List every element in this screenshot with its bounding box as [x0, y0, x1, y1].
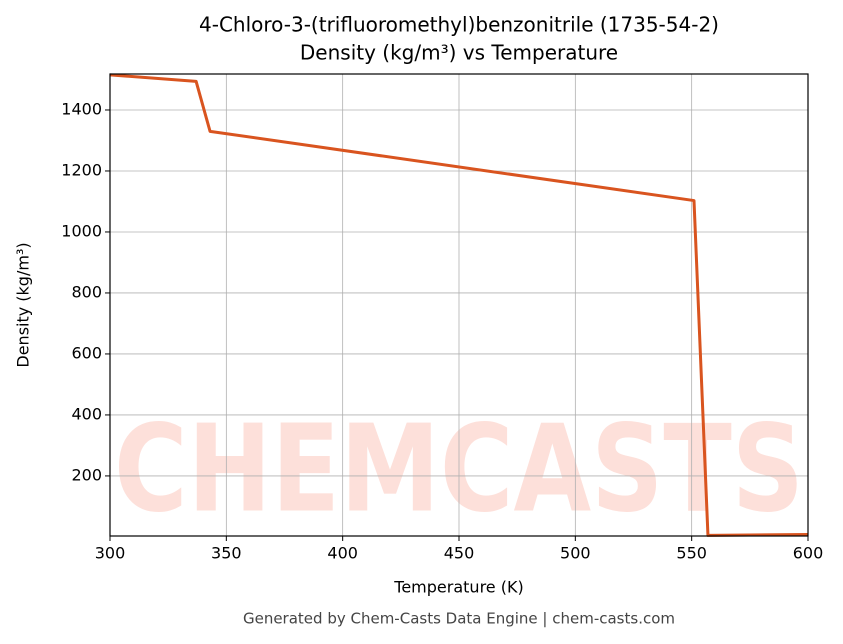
x-tick-label: 400: [327, 544, 358, 563]
y-tick-label: 1200: [61, 160, 102, 179]
x-axis-label: Temperature (K): [393, 578, 523, 597]
y-axis-label: Density (kg/m³): [14, 242, 33, 367]
x-tick-label: 350: [211, 544, 242, 563]
y-tick-label: 1000: [61, 221, 102, 240]
x-tick-label: 500: [560, 544, 591, 563]
x-tick-label: 600: [793, 544, 824, 563]
plot-frame: [109, 73, 809, 537]
y-tick-label: 1400: [61, 99, 102, 118]
chart-subtitle: Density (kg/m³) vs Temperature: [300, 41, 618, 65]
footer: Generated by Chem-Casts Data Engine | ch…: [243, 610, 675, 628]
y-tick-label: 800: [71, 282, 102, 301]
x-tick-label: 300: [95, 544, 126, 563]
chart-title: 4-Chloro-3-(trifluoromethyl)benzonitrile…: [199, 13, 719, 37]
y-tick-label: 400: [71, 404, 102, 423]
line-series: [109, 73, 809, 537]
y-tick-label: 200: [71, 465, 102, 484]
x-tick-label: 550: [676, 544, 707, 563]
y-tick-label: 600: [71, 343, 102, 362]
x-tick-label: 450: [444, 544, 475, 563]
